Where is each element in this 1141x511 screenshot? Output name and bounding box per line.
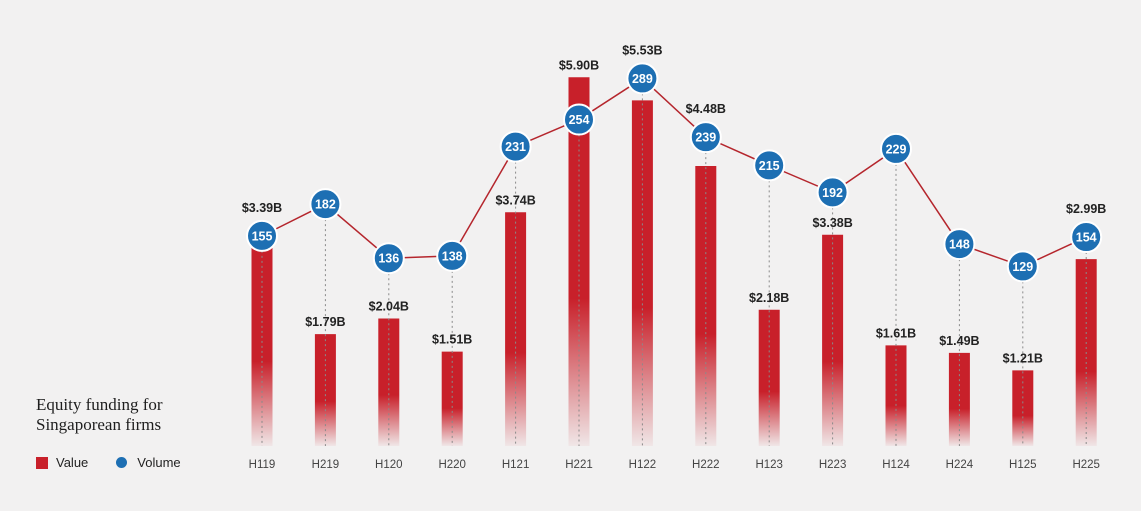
bar-h122 (631, 100, 653, 446)
value-label-h223: $3.38B (812, 216, 852, 230)
x-tick-h119: H119 (249, 459, 276, 471)
x-tick-h225: H225 (1072, 459, 1100, 471)
volume-point-h220 (436, 239, 469, 272)
x-tick-h123: H123 (755, 459, 783, 471)
bar-h221 (568, 77, 590, 446)
volume-point-h125 (1006, 250, 1039, 283)
value-label-h123: $2.18B (749, 291, 789, 305)
volume-label-h119: 155 (252, 229, 273, 243)
value-label-h220: $1.51B (432, 333, 472, 347)
value-label-h122: $5.53B (622, 43, 662, 57)
x-tick-h125: H125 (1009, 459, 1037, 471)
volume-label-h223: 192 (822, 186, 843, 200)
x-tick-h121: H121 (502, 459, 530, 471)
value-label-h222: $4.48B (686, 102, 726, 116)
volume-point-h120 (372, 242, 405, 275)
value-label-h219: $1.79B (305, 315, 345, 329)
value-label-h225: $2.99B (1066, 202, 1106, 216)
legend-value-swatch (36, 456, 48, 469)
volume-point-h123 (753, 149, 786, 182)
bar-h223 (822, 234, 844, 446)
volume-label-h219: 182 (315, 198, 336, 212)
legend-value-label: Value (56, 455, 89, 470)
volume-label-h121: 231 (505, 140, 526, 154)
volume-label-h221: 254 (569, 113, 590, 127)
x-tick-h221: H221 (565, 459, 593, 471)
chart-title-line-2: Singaporean firms (36, 415, 162, 434)
volume-label-h225: 154 (1076, 231, 1097, 245)
value-label-h120: $2.04B (369, 300, 409, 314)
volume-label-h124: 229 (886, 142, 907, 156)
volume-point-h124 (880, 132, 912, 165)
volume-point-h119 (246, 219, 278, 252)
volume-point-h219 (309, 188, 342, 221)
bar-h123 (758, 309, 780, 446)
legend-item-value: Value (36, 455, 88, 470)
volume-label-h122: 289 (632, 72, 653, 86)
bar-h119 (251, 234, 273, 446)
volume-label-h123: 215 (759, 159, 780, 173)
legend-volume-swatch (116, 457, 128, 468)
volume-point-h222 (689, 121, 722, 154)
volume-point-h225 (1070, 221, 1103, 254)
legend-item-volume: Volume (116, 455, 181, 470)
chart-title: Equity funding for Singaporean firms (36, 395, 226, 435)
x-tick-h219: H219 (312, 459, 340, 471)
x-tick-h120: H120 (375, 459, 403, 471)
value-label-h124: $1.61B (876, 326, 916, 340)
x-tick-h220: H220 (438, 459, 466, 471)
volume-label-h120: 136 (378, 252, 399, 266)
x-tick-h222: H222 (692, 459, 720, 471)
volume-label-h125: 129 (1012, 260, 1033, 274)
chart-title-line-1: Equity funding for (36, 395, 163, 414)
volume-point-h121 (499, 130, 532, 163)
bar-h222 (695, 166, 717, 446)
value-label-h119: $3.39B (242, 201, 282, 215)
volume-label-h222: 239 (695, 131, 716, 145)
x-tick-h224: H224 (946, 459, 974, 471)
value-label-h125: $1.21B (1003, 351, 1043, 365)
bar-h120 (378, 318, 400, 446)
bar-h121 (505, 212, 527, 446)
volume-point-h221 (563, 103, 595, 136)
x-tick-h223: H223 (819, 459, 847, 471)
value-label-h224: $1.49B (939, 334, 979, 348)
x-tick-h122: H122 (629, 459, 657, 471)
volume-label-h224: 148 (949, 238, 970, 252)
value-label-h221: $5.90B (559, 58, 599, 72)
legend-volume-label: Volume (137, 455, 181, 470)
volume-point-h122 (626, 62, 659, 95)
bar-h220 (441, 351, 463, 446)
volume-point-h223 (816, 176, 849, 209)
value-label-h121: $3.74B (495, 193, 535, 207)
volume-label-h220: 138 (442, 249, 463, 263)
x-tick-h124: H124 (882, 459, 910, 471)
legend: Value Volume (36, 455, 209, 470)
volume-point-h224 (943, 228, 976, 261)
